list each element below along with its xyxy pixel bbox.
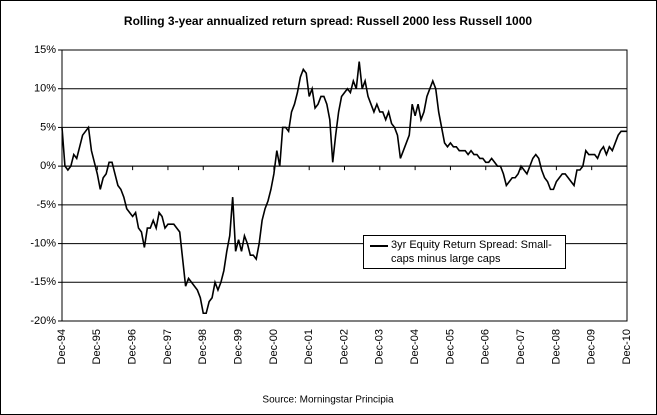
x-tick-label: Dec-03 [374,329,386,364]
y-tick-label: 10% [34,83,56,95]
x-tick-label: Dec-97 [162,329,174,364]
plot-area [61,49,628,322]
x-tick-label: Dec-06 [480,329,492,364]
legend: 3yr Equity Return Spread: Small-caps min… [363,235,566,269]
y-tick-label: 0% [40,160,56,172]
x-tick-label: Dec-00 [268,329,280,364]
x-tick-label: Dec-08 [550,329,562,364]
x-tick-label: Dec-95 [91,329,103,364]
x-tick-label: Dec-05 [444,329,456,364]
x-tick-label: Dec-98 [197,329,209,364]
y-tick-label: -5% [36,199,56,211]
legend-swatch [370,245,388,247]
x-tick-label: Dec-94 [56,329,68,364]
y-tick-label: -15% [30,276,56,288]
series-line [61,61,627,315]
x-tick-label: Dec-04 [409,329,421,364]
chart-title: Rolling 3-year annualized return spread:… [124,14,532,28]
x-tick-label: Dec-10 [621,329,633,364]
y-tick-label: 15% [34,44,56,56]
source-note: Source: Morningstar Principia [262,395,394,406]
y-tick-label: 5% [40,121,56,133]
x-tick-label: Dec-99 [232,329,244,364]
x-tick-label: Dec-96 [127,329,139,364]
y-tick-label: -10% [30,237,56,249]
legend-label: 3yr Equity Return Spread: Small-caps min… [391,239,552,265]
x-tick-label: Dec-02 [338,329,350,364]
x-tick-label: Dec-01 [303,329,315,364]
x-tick-label: Dec-07 [515,329,527,364]
x-tick-label: Dec-09 [586,329,598,364]
y-tick-label: -20% [30,315,56,327]
